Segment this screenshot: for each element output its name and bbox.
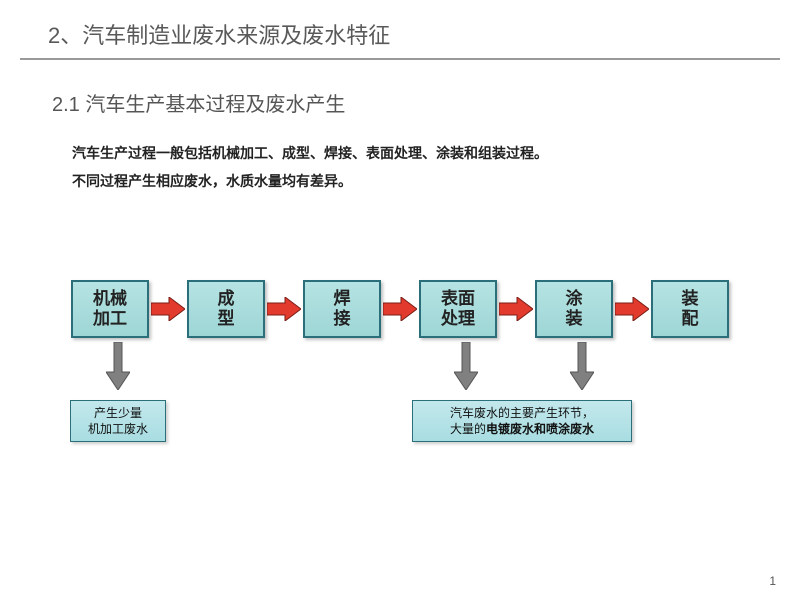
flow-box-1: 成型 <box>187 280 265 338</box>
down-arrow-2 <box>451 342 481 390</box>
down-arrow-3 <box>567 342 597 390</box>
note2-line2b: 电镀废水和喷涂废水 <box>486 422 594 436</box>
flow-box-4: 涂装 <box>535 280 613 338</box>
note1-line1: 产生少量 <box>79 405 157 421</box>
title-bar: 2、汽车制造业废水来源及废水特征 <box>20 0 780 60</box>
page-number: 1 <box>769 574 776 588</box>
flow-box-0: 机械加工 <box>71 280 149 338</box>
desc-line-2: 不同过程产生相应废水，水质水量均有差异。 <box>72 167 800 195</box>
flowchart: 机械加工成型焊接表面处理涂装装配 产生少量 机加工废水 汽车废水的主要产生环节，… <box>0 280 800 338</box>
description: 汽车生产过程一般包括机械加工、成型、焊接、表面处理、涂装和组装过程。 不同过程产… <box>0 117 800 195</box>
flow-arrow-2 <box>383 297 417 321</box>
note2-line1: 汽车废水的主要产生环节， <box>421 405 623 421</box>
flow-arrow-0 <box>151 297 185 321</box>
note2-line2a: 大量的 <box>450 422 486 436</box>
page-title: 2、汽车制造业废水来源及废水特征 <box>48 18 752 50</box>
flow-arrow-4 <box>615 297 649 321</box>
down-arrow-1 <box>103 342 133 390</box>
note-box-2: 汽车废水的主要产生环节， 大量的电镀废水和喷涂废水 <box>412 400 632 442</box>
flow-arrow-1 <box>267 297 301 321</box>
note-box-1: 产生少量 机加工废水 <box>70 400 166 442</box>
flow-arrow-3 <box>499 297 533 321</box>
flow-row: 机械加工成型焊接表面处理涂装装配 <box>0 280 800 338</box>
note2-line2: 大量的电镀废水和喷涂废水 <box>421 421 623 437</box>
subtitle-block: 2.1 汽车生产基本过程及废水产生 <box>0 60 800 117</box>
flow-box-5: 装配 <box>651 280 729 338</box>
section-subtitle: 2.1 汽车生产基本过程及废水产生 <box>52 88 800 117</box>
note1-line2: 机加工废水 <box>79 421 157 437</box>
flow-box-2: 焊接 <box>303 280 381 338</box>
flow-box-3: 表面处理 <box>419 280 497 338</box>
desc-line-1: 汽车生产过程一般包括机械加工、成型、焊接、表面处理、涂装和组装过程。 <box>72 139 800 167</box>
